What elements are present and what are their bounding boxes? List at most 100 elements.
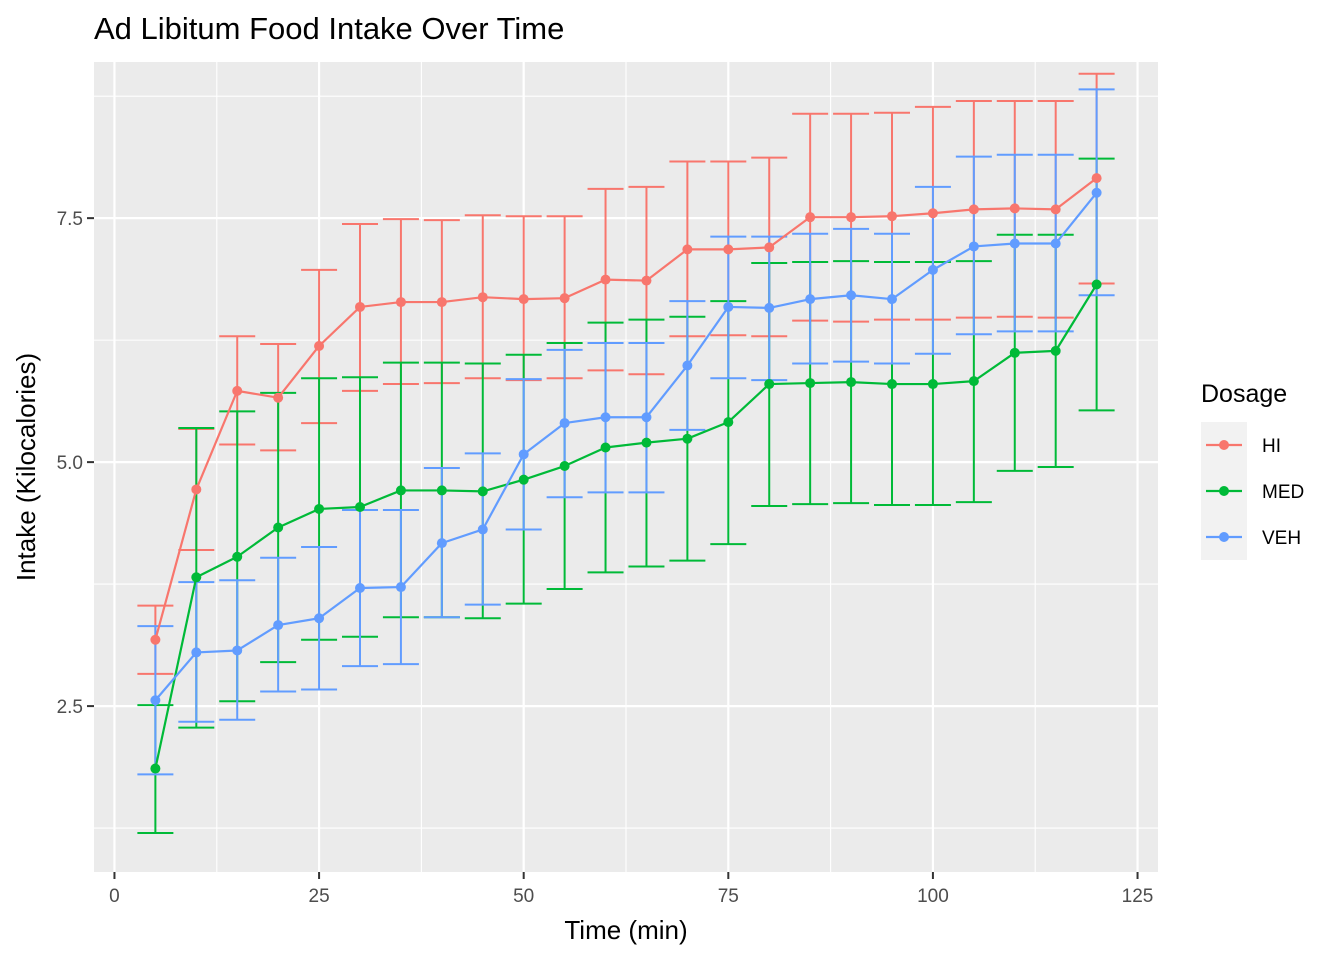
legend-title: Dosage bbox=[1201, 380, 1287, 408]
legend-key-point bbox=[1219, 486, 1229, 496]
hi-data-point bbox=[518, 294, 529, 305]
legend-item-veh: VEH bbox=[1201, 514, 1301, 560]
x-tick-label: 0 bbox=[109, 886, 120, 907]
veh-data-point bbox=[150, 695, 161, 706]
x-tick-label: 125 bbox=[1122, 886, 1154, 907]
med-data-point bbox=[232, 551, 243, 562]
veh-data-point bbox=[314, 613, 325, 624]
hi-data-point bbox=[191, 484, 202, 495]
veh-data-point bbox=[518, 449, 529, 460]
veh-data-point bbox=[355, 583, 365, 594]
med-data-point bbox=[968, 376, 979, 387]
med-data-point bbox=[436, 485, 447, 496]
hi-data-point bbox=[1091, 173, 1102, 184]
med-data-point bbox=[273, 522, 284, 533]
med-data-point bbox=[1091, 279, 1102, 290]
med-data-point bbox=[559, 461, 570, 472]
med-data-point bbox=[764, 379, 775, 390]
med-data-point bbox=[846, 377, 857, 388]
minor-gridlines bbox=[94, 62, 1158, 872]
hi-data-point bbox=[968, 204, 979, 215]
hi-data-point bbox=[150, 634, 161, 645]
x-axis: 0 25 50 75 100 125 bbox=[109, 872, 1153, 907]
legend-label-hi: HI bbox=[1262, 436, 1281, 457]
veh-data-point bbox=[477, 524, 488, 535]
legend-item-hi: HI bbox=[1201, 422, 1281, 468]
legend-key-point bbox=[1219, 440, 1229, 450]
y-tick-label: 2.5 bbox=[57, 697, 83, 718]
hi-data-point bbox=[355, 301, 365, 312]
x-tick-label: 75 bbox=[718, 886, 739, 907]
chart-title: Ad Libitum Food Intake Over Time bbox=[94, 11, 564, 46]
hi-data-point bbox=[477, 292, 488, 303]
x-tick-label: 100 bbox=[917, 886, 949, 907]
veh-data-point bbox=[641, 412, 652, 423]
med-data-point bbox=[927, 379, 938, 390]
veh-data-point bbox=[1050, 238, 1061, 249]
y-axis: 2.5 5.0 7.5 bbox=[57, 209, 94, 718]
x-tick-label: 50 bbox=[513, 886, 534, 907]
med-data-point bbox=[314, 503, 325, 514]
hi-data-point bbox=[436, 297, 447, 308]
hi-data-point bbox=[1009, 203, 1020, 214]
legend: Dosage HI MED VEH bbox=[1201, 380, 1304, 560]
hi-data-point bbox=[232, 385, 243, 396]
hi-data-point bbox=[395, 297, 406, 308]
veh-data-point bbox=[395, 582, 406, 593]
veh-data-point bbox=[723, 301, 734, 312]
hi-data-point bbox=[846, 212, 857, 223]
med-data-point bbox=[355, 502, 365, 513]
hi-data-point bbox=[314, 340, 325, 351]
y-axis-title: Intake (Kilocalories) bbox=[11, 353, 41, 581]
veh-data-point bbox=[805, 294, 816, 305]
veh-data-point bbox=[887, 294, 897, 305]
hi-data-point bbox=[887, 211, 897, 222]
med-data-point bbox=[477, 486, 488, 497]
med-data-point bbox=[191, 572, 202, 583]
veh-data-point bbox=[600, 412, 611, 423]
veh-data-point bbox=[436, 538, 447, 549]
legend-label-med: MED bbox=[1262, 482, 1304, 503]
hi-data-point bbox=[1050, 204, 1061, 215]
veh-data-point bbox=[232, 645, 243, 656]
veh-data-point bbox=[764, 302, 775, 313]
series-lines bbox=[154, 177, 1098, 769]
legend-item-med: MED bbox=[1201, 468, 1304, 514]
hi-data-point bbox=[641, 275, 652, 286]
med-data-point bbox=[600, 442, 611, 453]
veh-data-point bbox=[1009, 238, 1020, 249]
hi-data-point bbox=[723, 244, 734, 255]
veh-data-point bbox=[273, 620, 284, 631]
veh-data-point bbox=[968, 241, 979, 252]
hi-data-point bbox=[805, 212, 816, 223]
hi-data-point bbox=[764, 242, 775, 253]
veh-data-point bbox=[682, 360, 693, 371]
med-data-point bbox=[682, 433, 693, 444]
med-data-point bbox=[805, 378, 816, 389]
med-data-point bbox=[723, 417, 734, 428]
hi-data-point bbox=[559, 293, 570, 304]
hi-data-point bbox=[600, 274, 611, 285]
hi-data-point bbox=[682, 244, 693, 255]
med-data-point bbox=[887, 379, 897, 390]
veh-data-point bbox=[191, 647, 202, 658]
veh-data-point bbox=[1091, 187, 1102, 198]
legend-key-point bbox=[1219, 532, 1229, 542]
y-tick-label: 7.5 bbox=[57, 209, 83, 230]
legend-label-veh: VEH bbox=[1262, 528, 1301, 549]
med-data-point bbox=[150, 763, 161, 774]
med-data-point bbox=[1050, 345, 1061, 356]
med-data-point bbox=[395, 485, 406, 496]
hi-data-point bbox=[273, 392, 284, 403]
veh-data-point bbox=[927, 264, 938, 275]
veh-series-line bbox=[154, 192, 1098, 701]
hi-series-line bbox=[154, 177, 1098, 641]
series-points bbox=[150, 173, 1102, 774]
med-data-point bbox=[1009, 347, 1020, 358]
hi-data-point bbox=[927, 208, 938, 219]
x-tick-label: 25 bbox=[309, 886, 330, 907]
med-data-point bbox=[641, 437, 652, 448]
veh-data-point bbox=[846, 290, 857, 301]
med-data-point bbox=[518, 474, 529, 485]
